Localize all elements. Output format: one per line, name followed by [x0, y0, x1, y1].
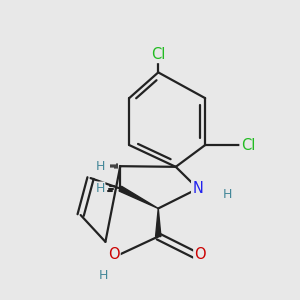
Text: H: H — [99, 269, 109, 282]
Text: H: H — [95, 160, 105, 173]
Text: Cl: Cl — [241, 137, 255, 152]
Text: Cl: Cl — [151, 47, 165, 62]
Text: O: O — [108, 247, 119, 262]
Text: H: H — [95, 182, 105, 195]
Polygon shape — [156, 208, 161, 236]
Text: H: H — [223, 188, 232, 201]
Text: O: O — [195, 247, 206, 262]
Text: N: N — [192, 181, 203, 196]
Polygon shape — [119, 186, 158, 208]
